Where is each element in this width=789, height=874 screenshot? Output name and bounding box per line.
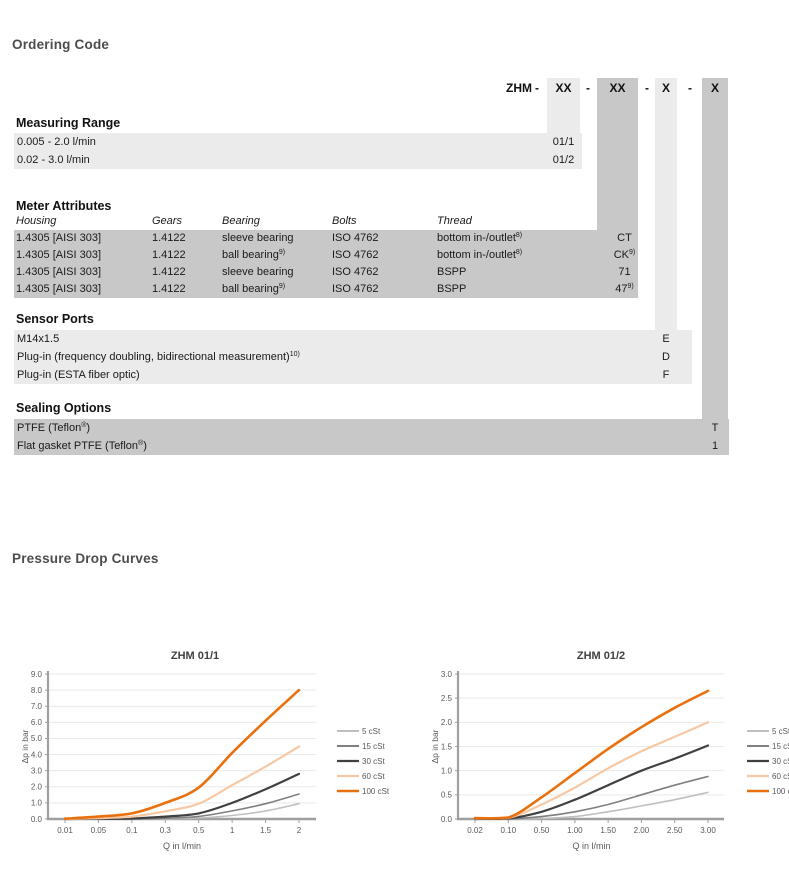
y-tick-label: 1.5 [441, 742, 453, 751]
pressure-chart-zhm-01-1: ZHM 01/1 0.0 1.0 2.0 3.0 4.0 5.0 6.0 7.0 8.0 9.0 0.… [20, 650, 390, 851]
y-tick-label: 8.0 [31, 686, 43, 695]
column-header-bolts: Bolts [332, 215, 357, 227]
series-line-5-cSt [474, 791, 709, 820]
x-tick-label: 0.50 [534, 826, 550, 835]
code-dash-4: - [688, 81, 692, 95]
legend-label-15-cSt: 15 cSt [362, 742, 385, 751]
x-tick-label: 0.10 [500, 826, 516, 835]
x-tick-label: 0.3 [160, 826, 172, 835]
table-row: 0.02 - 3.0 l/min 01/2 [14, 151, 582, 169]
y-tick-label: 2.0 [441, 718, 453, 727]
y-tick-label: 6.0 [31, 718, 43, 727]
measuring-range-heading: Measuring Range [16, 116, 121, 130]
y-tick-label: 5.0 [31, 734, 43, 743]
ordering-code-heading: Ordering Code [12, 37, 110, 52]
meter-attributes-heading: Meter Attributes [16, 199, 112, 213]
y-axis-label: Δp in bar [20, 729, 30, 763]
y-tick-label: 1.0 [31, 799, 43, 808]
y-tick-label: 3.0 [441, 670, 453, 679]
series-line-60-cSt [63, 745, 301, 821]
x-axis-label: Q in l/min [163, 841, 201, 851]
table-row: PTFE (Teflon®) T [14, 419, 729, 437]
legend-label-60-cSt: 60 cSt [362, 772, 385, 781]
y-tick-label: 3.0 [31, 766, 43, 775]
x-tick-label: 0.01 [57, 826, 73, 835]
y-tick-label: 0.0 [31, 815, 43, 824]
legend-label-30-cSt: 30 cSt [772, 757, 789, 766]
series-line-15-cSt [474, 775, 709, 820]
x-tick-label: 1.5 [260, 826, 272, 835]
legend-label-5-cSt: 5 cSt [772, 727, 789, 736]
legend-label-100-cSt: 100 cSt [772, 787, 789, 796]
code-dash-1: - [535, 81, 539, 95]
y-tick-label: 2.0 [31, 783, 43, 792]
x-tick-label: 2.50 [667, 826, 683, 835]
y-tick-label: 2.5 [441, 694, 453, 703]
table-row: 1.4305 [AISI 303] 1.4122 sleeve bearing … [14, 264, 638, 281]
code-dash-2: - [586, 81, 590, 95]
x-tick-label: 1 [230, 826, 235, 835]
y-tick-label: 4.0 [31, 750, 43, 759]
y-tick-label: 1.0 [441, 766, 453, 775]
table-row: Plug-in (ESTA fiber optic) F [14, 366, 692, 384]
table-row: 0.005 - 2.0 l/min 01/1 [14, 133, 582, 151]
meter-column-headers: Housing Gears Bearing Bolts Thread [14, 215, 638, 230]
code-segment-4: X [710, 81, 719, 95]
column-header-bearing: Bearing [222, 215, 260, 227]
y-tick-label: 0.5 [441, 791, 453, 800]
legend-label-60-cSt: 60 cSt [772, 772, 789, 781]
code-segment-1: XX [555, 81, 572, 95]
x-tick-label: 0.1 [126, 826, 138, 835]
legend-label-5-cSt: 5 cSt [362, 727, 381, 736]
legend-label-30-cSt: 30 cSt [362, 757, 385, 766]
legend-label-15-cSt: 15 cSt [772, 742, 789, 751]
x-tick-label: 1.00 [567, 826, 583, 835]
sensor-ports-heading: Sensor Ports [16, 312, 94, 326]
x-tick-label: 0.5 [193, 826, 205, 835]
x-tick-label: 1.50 [600, 826, 616, 835]
x-tick-label: 0.02 [467, 826, 483, 835]
chart-title: ZHM 01/1 [171, 650, 219, 662]
table-row: 1.4305 [AISI 303] 1.4122 sleeve bearing … [14, 230, 638, 247]
column-header-gears: Gears [152, 215, 182, 227]
legend-label-100-cSt: 100 cSt [362, 787, 390, 796]
x-tick-label: 2.00 [634, 826, 650, 835]
code-band-4 [702, 78, 728, 455]
sealing-options-heading: Sealing Options [16, 401, 112, 415]
x-tick-label: 3.00 [700, 826, 716, 835]
y-axis-label: Δp in bar [430, 729, 440, 763]
series-line-100-cSt [63, 688, 301, 820]
table-row: 1.4305 [AISI 303] 1.4122 ball bearing9) … [14, 281, 638, 298]
column-header-housing: Housing [16, 215, 57, 227]
code-band-3 [655, 78, 677, 384]
x-tick-label: 2 [297, 826, 302, 835]
y-tick-label: 9.0 [31, 670, 43, 679]
table-row: 1.4305 [AISI 303] 1.4122 ball bearing9) … [14, 247, 638, 264]
table-row: M14x1.5 E [14, 330, 692, 348]
pressure-chart-zhm-01-2: ZHM 01/2 0.0 0.5 1.0 1.5 2.0 2.5 3.0 0.02 0.10 0.5… [430, 650, 789, 851]
pressure-drop-heading: Pressure Drop Curves [12, 551, 159, 566]
x-axis-label: Q in l/min [572, 841, 610, 851]
code-segment-3: X [661, 81, 670, 95]
y-tick-label: 7.0 [31, 702, 43, 711]
code-segment-2: XX [609, 81, 626, 95]
code-prefix: ZHM [506, 81, 532, 95]
y-tick-label: 0.0 [441, 815, 453, 824]
x-tick-label: 0.05 [91, 826, 107, 835]
series-line-100-cSt [473, 689, 710, 820]
table-row: Flat gasket PTFE (Teflon®) 1 [14, 437, 729, 455]
column-header-thread: Thread [437, 215, 472, 227]
code-dash-3: - [645, 81, 649, 95]
chart-title: ZHM 01/2 [577, 650, 625, 662]
table-row: Plug-in (frequency doubling, bidirection… [14, 348, 692, 366]
